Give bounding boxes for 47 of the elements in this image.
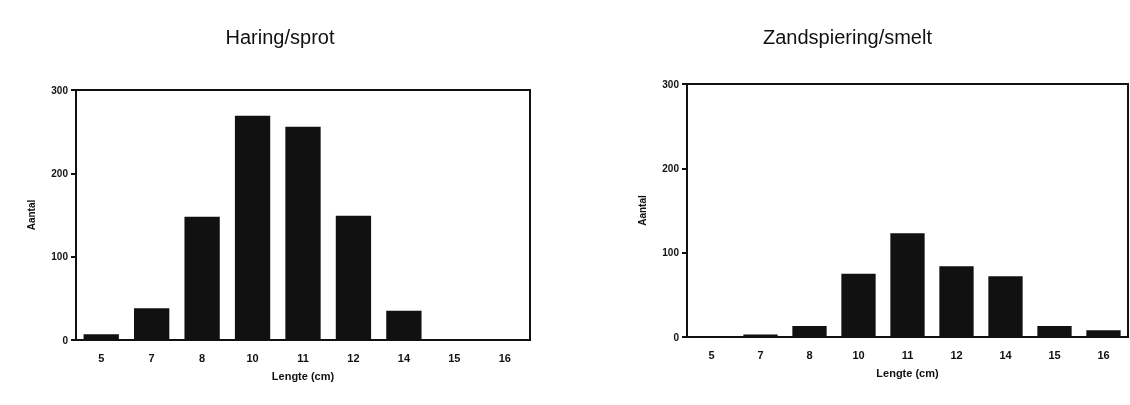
bar bbox=[335, 215, 372, 340]
x-tick-label: 12 bbox=[347, 351, 360, 364]
y-tick-label: 0 bbox=[62, 334, 69, 346]
x-tick-label: 7 bbox=[148, 351, 155, 364]
chart-title: Zandspiering/smelt bbox=[763, 26, 933, 48]
x-tick-label: 10 bbox=[246, 351, 259, 364]
x-tick-label: 16 bbox=[498, 351, 511, 364]
chart-title: Haring/sprot bbox=[225, 26, 335, 48]
x-tick-label: 12 bbox=[950, 348, 963, 361]
x-axis-title: Lengte (cm) bbox=[271, 369, 335, 382]
bar bbox=[792, 326, 827, 337]
bar bbox=[285, 126, 321, 340]
y-axis-title: Aantal bbox=[636, 195, 648, 226]
y-axis-title: Aantal bbox=[25, 199, 37, 231]
x-tick-label: 14 bbox=[397, 351, 411, 364]
bar bbox=[184, 216, 220, 340]
y-tick-label: 300 bbox=[51, 84, 69, 96]
bar bbox=[386, 310, 422, 340]
x-tick-label: 5 bbox=[98, 351, 105, 364]
y-tick-label: 0 bbox=[673, 331, 680, 343]
bar bbox=[890, 233, 925, 337]
bar bbox=[134, 308, 170, 340]
x-tick-label: 16 bbox=[1097, 348, 1110, 361]
x-tick-label: 11 bbox=[297, 351, 309, 364]
x-tick-label: 10 bbox=[852, 348, 865, 361]
y-tick-label: 200 bbox=[662, 162, 680, 174]
bar bbox=[1037, 326, 1072, 337]
x-tick-label: 15 bbox=[448, 351, 461, 364]
x-tick-label: 7 bbox=[757, 348, 764, 361]
bar bbox=[988, 276, 1023, 337]
y-tick-label: 100 bbox=[51, 251, 69, 263]
bar bbox=[234, 115, 271, 340]
bar bbox=[841, 273, 876, 337]
bar bbox=[743, 334, 778, 337]
x-tick-label: 8 bbox=[199, 351, 206, 364]
y-tick-label: 100 bbox=[662, 247, 680, 259]
bar bbox=[939, 266, 974, 337]
x-tick-label: 11 bbox=[901, 348, 914, 361]
y-tick-label: 300 bbox=[662, 78, 680, 90]
x-tick-label: 5 bbox=[708, 348, 715, 361]
x-tick-label: 15 bbox=[1048, 348, 1061, 361]
x-axis-title: Lengte (cm) bbox=[876, 366, 939, 379]
x-tick-label: 8 bbox=[806, 348, 813, 361]
bar bbox=[83, 334, 119, 340]
y-tick-label: 200 bbox=[51, 167, 69, 179]
x-tick-label: 14 bbox=[999, 348, 1013, 361]
bar bbox=[1086, 330, 1121, 337]
